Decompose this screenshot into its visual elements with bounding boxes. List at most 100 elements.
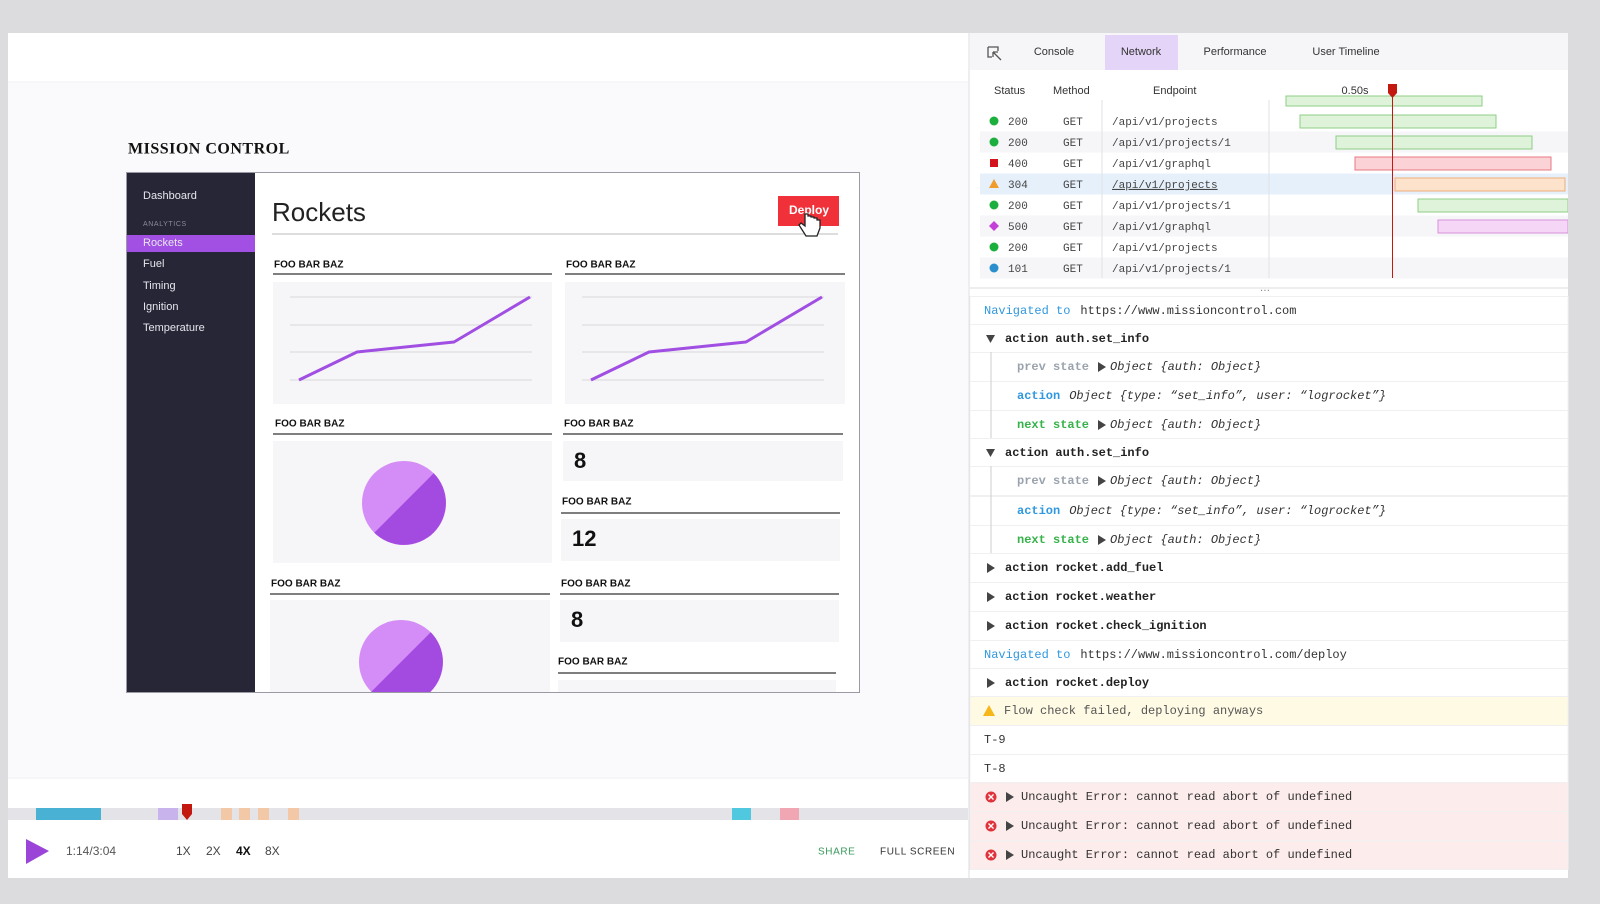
network-rows: 200 GET/api/v1/projects 200 GET/api/v1/proj… [980, 95, 1568, 279]
speed-option[interactable]: 1X [176, 844, 191, 858]
network-column: Method [1053, 85, 1090, 97]
widget: FOO BAR BAZ 8 [560, 579, 839, 642]
network-cell[interactable]: GET [1063, 243, 1083, 255]
expand-arrow[interactable] [987, 563, 995, 573]
endpoint[interactable]: /api/v1/projects/1 [1112, 264, 1231, 276]
pie-dark [374, 473, 446, 545]
sidebar-item[interactable]: Ignition [143, 301, 178, 313]
deploy-label[interactable]: Deploy [789, 203, 829, 217]
endpoint[interactable]: /api/v1/projects [1112, 117, 1218, 129]
console-row [969, 811, 1569, 841]
error-icon-cross [988, 794, 994, 800]
network-cell[interactable]: 200 [1008, 201, 1028, 213]
tab[interactable]: Performance [1204, 46, 1267, 58]
expand-arrow-open[interactable] [986, 449, 995, 457]
console-row [969, 582, 1569, 612]
network-cell[interactable]: GET [1063, 117, 1083, 129]
action-entry[interactable]: action rocket.check_ignition [1005, 619, 1207, 633]
error-text[interactable]: Uncaught Error: cannot read abort of und… [1021, 819, 1352, 833]
sidebar-item[interactable]: Rockets [143, 237, 183, 249]
error-icon-cross [988, 852, 994, 858]
state-key: action [1017, 389, 1060, 403]
log-text: T-9 [984, 733, 1006, 747]
status-icon [989, 116, 999, 126]
console-row [969, 640, 1569, 670]
network-row-bg [980, 215, 1568, 237]
speed-option[interactable]: 2X [206, 844, 221, 858]
expand-arrow[interactable] [987, 621, 995, 631]
action-entry[interactable]: action rocket.add_fuel [1005, 561, 1163, 575]
expand-arrow[interactable] [1006, 850, 1014, 860]
endpoint[interactable]: /api/v1/graphql [1112, 159, 1211, 171]
widget-panel [558, 680, 836, 692]
nav-url: https://www.missioncontrol.com [1080, 304, 1296, 318]
network-cell[interactable]: GET [1063, 159, 1083, 171]
network-cell[interactable]: 500 [1008, 222, 1028, 234]
expand-arrow[interactable] [1006, 792, 1014, 802]
full-screen-button[interactable]: FULL SCREEN [880, 847, 955, 858]
expand-arrow[interactable] [1006, 821, 1014, 831]
network-cell[interactable]: 400 [1008, 159, 1028, 171]
network-row-bg [980, 236, 1568, 258]
expand-arrow-open[interactable] [986, 335, 995, 343]
network-cell[interactable]: 200 [1008, 138, 1028, 150]
network-cell[interactable]: GET [1063, 201, 1083, 213]
play-time: 1:14/3:04 [66, 844, 116, 858]
endpoint[interactable]: /api/v1/projects [1112, 243, 1218, 255]
status-icon [989, 179, 999, 188]
endpoint[interactable]: /api/v1/graphql [1112, 222, 1211, 234]
tab[interactable]: Console [1034, 46, 1074, 58]
speed-option[interactable]: 8X [265, 844, 280, 858]
widget-panel [561, 519, 840, 561]
action-entry[interactable]: action rocket.deploy [1005, 676, 1149, 690]
state-key: prev state [1017, 474, 1089, 488]
endpoint[interactable]: /api/v1/projects/1 [1112, 201, 1231, 213]
inspect-icon[interactable] [987, 46, 1002, 61]
play-button[interactable] [26, 839, 49, 864]
speed-option[interactable]: 4X [236, 844, 251, 858]
sidebar-item[interactable]: Temperature [143, 322, 205, 334]
network-time-marker: 0.50s [1342, 85, 1369, 97]
pie-dark [371, 632, 443, 692]
network-row: 200 GET/api/v1/projects/1 [980, 131, 1568, 153]
timeline-event [780, 808, 799, 820]
error-text[interactable]: Uncaught Error: cannot read abort of und… [1021, 790, 1352, 804]
network-cell[interactable]: 200 [1008, 117, 1028, 129]
network-cell[interactable]: 304 [1008, 180, 1028, 192]
action-entry[interactable]: action auth.set_info [1005, 446, 1149, 460]
expand-arrow[interactable] [987, 592, 995, 602]
share-button[interactable]: SHARE [818, 847, 855, 858]
sidebar-item[interactable]: Timing [143, 280, 176, 292]
network-cell[interactable]: 200 [1008, 243, 1028, 255]
network-row: 400 GET/api/v1/graphql [980, 152, 1568, 174]
tab[interactable]: User Timeline [1312, 46, 1379, 58]
expand-arrow[interactable] [1098, 420, 1106, 430]
sidebar-item[interactable]: Fuel [143, 258, 164, 270]
widget-label: FOO BAR BAZ [275, 419, 344, 430]
network-cell[interactable]: GET [1063, 180, 1083, 192]
widget-label: FOO BAR BAZ [564, 419, 633, 430]
network-cell[interactable]: GET [1063, 222, 1083, 234]
network-row: 500 GET/api/v1/graphql [980, 215, 1568, 237]
state-value: Object {auth: Object} [1110, 533, 1261, 547]
endpoint[interactable]: /api/v1/projects/1 [1112, 138, 1231, 150]
widget-panel [273, 282, 552, 404]
sidebar-item[interactable]: Dashboard [143, 190, 197, 202]
error-text[interactable]: Uncaught Error: cannot read abort of und… [1021, 848, 1352, 862]
network-cell[interactable]: GET [1063, 138, 1083, 150]
action-entry[interactable]: action rocket.weather [1005, 590, 1156, 604]
action-entry[interactable]: action auth.set_info [1005, 332, 1149, 346]
endpoint[interactable]: /api/v1/projects [1112, 180, 1218, 192]
state-value: Object {type: “set_info”, user: “logrock… [1069, 504, 1386, 518]
chart-line [590, 295, 823, 382]
expand-arrow[interactable] [987, 678, 995, 688]
expand-arrow[interactable] [1098, 535, 1106, 545]
network-cell[interactable]: GET [1063, 264, 1083, 276]
state-value: Object {auth: Object} [1110, 474, 1261, 488]
tab[interactable]: Network [1121, 46, 1162, 58]
expand-arrow[interactable] [1098, 476, 1106, 486]
expand-arrow[interactable] [1098, 362, 1106, 372]
timeline-playhead [182, 804, 192, 820]
network-cell[interactable]: 101 [1008, 264, 1028, 276]
